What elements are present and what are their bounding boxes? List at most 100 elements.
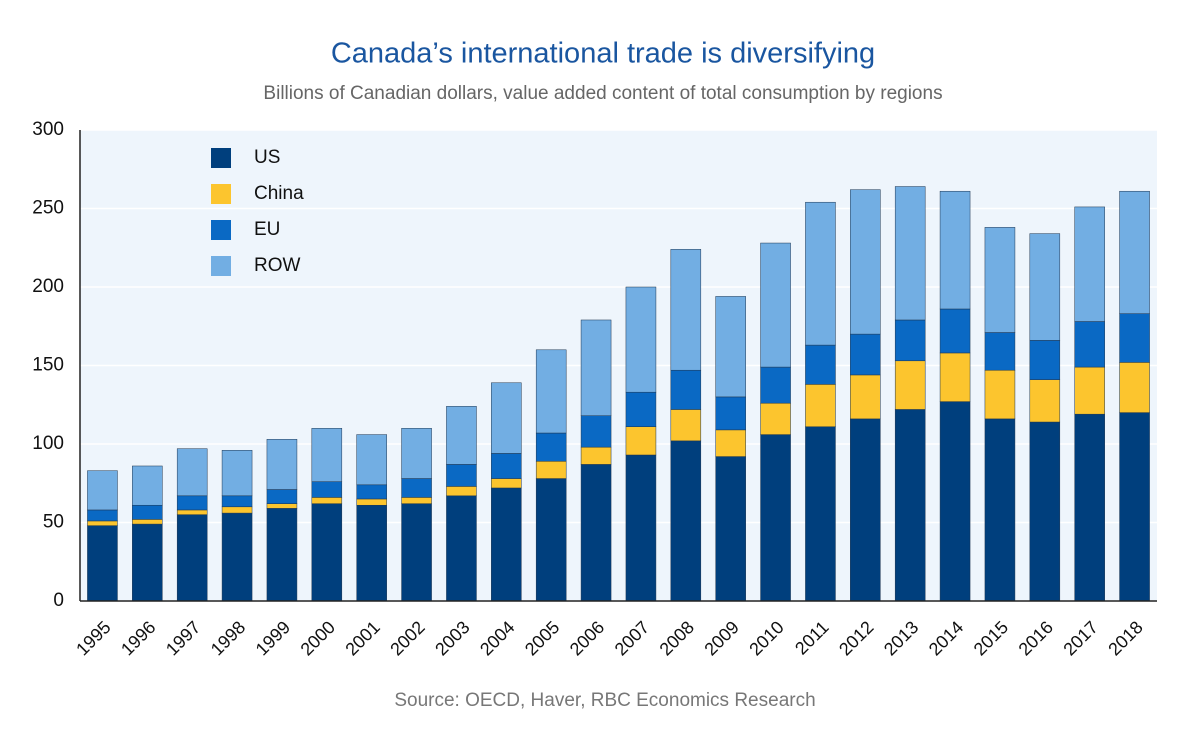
bar-segment <box>670 369 702 410</box>
legend-swatch <box>211 220 231 240</box>
bar-segment <box>401 478 432 498</box>
x-tick-label: 2018 <box>1104 617 1146 659</box>
x-tick-label: 2007 <box>611 617 653 659</box>
y-tick-label: 250 <box>32 198 64 219</box>
bar-segment <box>221 495 253 508</box>
bar-segment <box>221 512 253 602</box>
bar-segment <box>176 514 208 602</box>
bar-segment <box>1119 313 1150 363</box>
bar-segment <box>311 428 343 482</box>
bar-segment <box>939 308 971 354</box>
bar-segment <box>1029 421 1061 602</box>
bar-segment <box>715 429 746 457</box>
bar-segment <box>894 360 926 410</box>
bar-segment <box>87 525 118 602</box>
bar-segment <box>760 402 791 435</box>
bar-segment <box>176 509 208 515</box>
bar-segment <box>1074 321 1105 368</box>
chart-title: Canada’s international trade is diversif… <box>331 38 875 70</box>
bar-segment <box>670 249 702 371</box>
bar-segment <box>446 406 477 465</box>
bar-segment <box>939 352 971 402</box>
bar-segment <box>535 461 567 479</box>
bar-segment <box>356 484 387 500</box>
x-tick-label: 2004 <box>476 617 518 659</box>
bar-segment <box>625 454 657 602</box>
bar-segment <box>715 296 746 398</box>
bar-segment <box>491 478 522 489</box>
bar-segment <box>805 201 836 346</box>
bar-segment <box>491 453 522 479</box>
x-tick-label: 2011 <box>791 617 833 659</box>
bar-segment <box>132 523 163 602</box>
bar-segment <box>625 391 657 427</box>
bar-segment <box>984 332 1016 371</box>
bar-segment <box>894 319 926 362</box>
bar-segment <box>446 464 477 487</box>
bar-segment <box>1074 366 1105 415</box>
bar-segment <box>221 506 253 514</box>
x-tick-label: 2000 <box>297 617 339 659</box>
bar-segment <box>939 190 971 310</box>
bar-segment <box>132 465 163 506</box>
bar-segment <box>805 384 836 427</box>
bar-segment <box>535 349 567 434</box>
bar-segment <box>491 382 522 454</box>
bar-segment <box>1074 413 1105 602</box>
bar-segment <box>760 434 791 602</box>
y-tick-label: 150 <box>32 355 64 376</box>
bar-segment <box>311 497 343 504</box>
x-tick-label: 2001 <box>341 617 383 659</box>
x-tick-label: 2015 <box>970 617 1012 659</box>
x-tick-label: 2005 <box>521 617 563 659</box>
legend-label: China <box>254 183 304 204</box>
source-note: Source: OECD, Haver, RBC Economics Resea… <box>394 690 815 711</box>
bar-segment <box>580 319 612 416</box>
bar-segment <box>1119 362 1150 413</box>
bar-segment <box>939 401 971 602</box>
bar-segment <box>491 487 522 602</box>
bar-segment <box>580 464 612 602</box>
legend-swatch <box>211 184 231 204</box>
x-tick-label: 2006 <box>566 617 608 659</box>
bar-segment <box>311 503 343 602</box>
bar-segment <box>670 440 702 602</box>
x-tick-label: 2016 <box>1015 617 1057 659</box>
bar-segment <box>850 333 881 376</box>
legend-label: US <box>254 147 280 168</box>
bar-segment <box>1119 190 1150 314</box>
bar-segment <box>850 189 881 335</box>
x-tick-label: 2012 <box>835 617 877 659</box>
bar-segment <box>715 396 746 431</box>
bar-segment <box>850 374 881 420</box>
bar-segment <box>580 415 612 448</box>
x-tick-label: 2003 <box>431 617 473 659</box>
bar-segment <box>446 486 477 497</box>
bar-segment <box>894 409 926 602</box>
x-tick-label: 2008 <box>656 617 698 659</box>
bar-segment <box>580 446 612 465</box>
bar-segment <box>176 448 208 497</box>
x-tick-label: 1997 <box>162 617 204 659</box>
bar-segment <box>535 432 567 462</box>
bar-segment <box>1119 412 1150 602</box>
x-tick-label: 1995 <box>72 617 114 659</box>
bar-segment <box>266 508 298 602</box>
x-tick-label: 1999 <box>252 617 294 659</box>
bar-segment <box>87 509 118 522</box>
bar-segment <box>670 409 702 442</box>
bar-segment <box>805 426 836 602</box>
x-tick-label: 1998 <box>207 617 249 659</box>
bar-segment <box>715 456 746 602</box>
bar-segment <box>760 366 791 404</box>
bar-segment <box>805 344 836 385</box>
bar-segment <box>266 489 298 504</box>
bar-segment <box>356 434 387 486</box>
y-tick-label: 50 <box>43 512 64 533</box>
bar-segment <box>760 242 791 368</box>
bar-segment <box>132 504 163 520</box>
bar-segment <box>132 519 163 525</box>
y-tick-label: 100 <box>32 433 64 454</box>
bar-segment <box>850 418 881 602</box>
x-tick-label: 2009 <box>700 617 742 659</box>
